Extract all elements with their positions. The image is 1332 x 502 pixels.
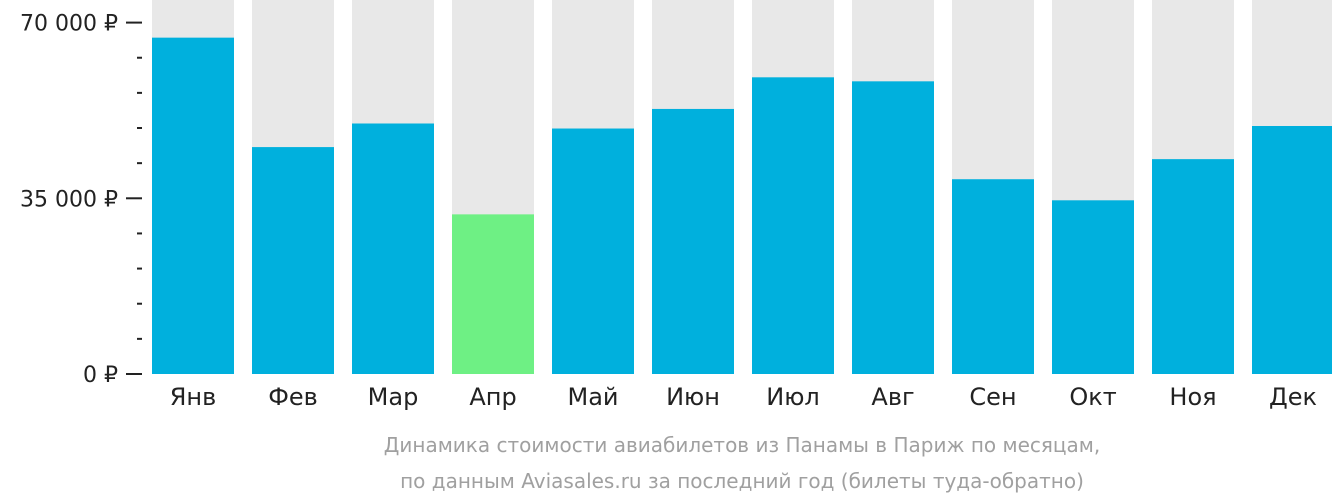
bar-10[interactable] xyxy=(1052,200,1134,374)
x-tick-label: Апр xyxy=(469,383,516,411)
x-axis-labels: Янв Фев Мар Апр Май Июн Июл Авг Сен Окт Ноя Дек xyxy=(170,383,1317,411)
y-tick-label: 0 ₽ xyxy=(83,363,118,388)
x-tick-label: Июл xyxy=(766,383,820,411)
x-tick-label: Мар xyxy=(368,383,419,411)
x-tick-label: Май xyxy=(567,383,618,411)
x-tick-label: Ноя xyxy=(1169,383,1216,411)
x-tick-label: Фев xyxy=(268,383,318,411)
bar-9[interactable] xyxy=(952,179,1034,374)
bar-5[interactable] xyxy=(552,128,634,374)
x-tick-label: Окт xyxy=(1069,383,1116,411)
caption-line-1: Динамика стоимости авиабилетов из Панамы… xyxy=(384,433,1100,457)
bar-1[interactable] xyxy=(152,37,234,375)
x-tick-label: Янв xyxy=(170,383,217,411)
x-tick-label: Авг xyxy=(871,383,914,411)
y-tick-label: 35 000 ₽ xyxy=(20,187,118,212)
x-tick-label: Сен xyxy=(969,383,1016,411)
bar-12[interactable] xyxy=(1252,126,1332,374)
y-axis: 0 ₽ 35 000 ₽ 70 000 ₽ xyxy=(20,12,142,388)
bar-6[interactable] xyxy=(652,108,734,374)
bar-3[interactable] xyxy=(352,123,434,374)
x-tick-label: Июн xyxy=(666,383,720,411)
bar-8[interactable] xyxy=(852,81,934,374)
caption-line-2: по данным Aviasales.ru за последний год … xyxy=(400,469,1084,493)
chart-caption: Динамика стоимости авиабилетов из Панамы… xyxy=(384,433,1100,493)
x-tick-label: Дек xyxy=(1269,383,1317,411)
bar-4[interactable] xyxy=(452,214,534,374)
bar-7[interactable] xyxy=(752,77,834,375)
bars xyxy=(152,37,1332,375)
bar-2[interactable] xyxy=(252,147,334,374)
y-tick-label: 70 000 ₽ xyxy=(20,12,118,37)
bar-11[interactable] xyxy=(1152,159,1234,374)
